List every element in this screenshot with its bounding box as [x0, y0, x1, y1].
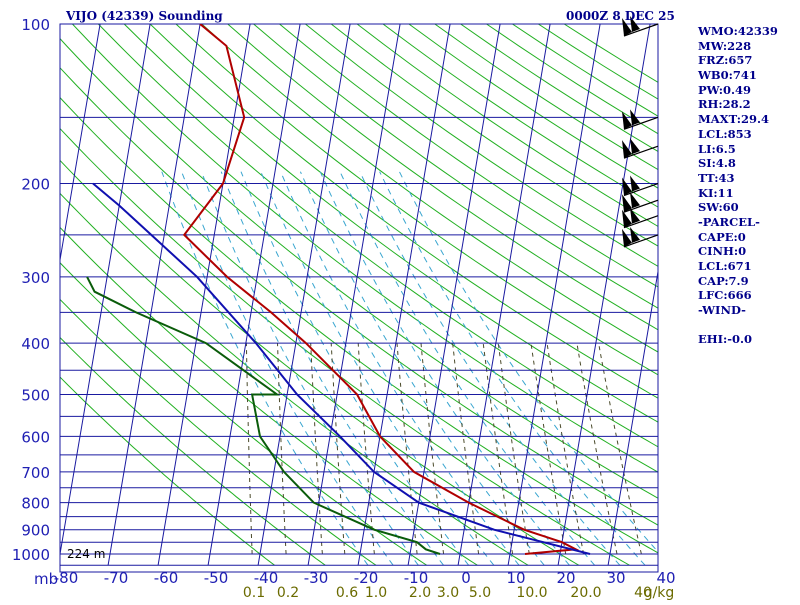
- index-item: CINH:0: [698, 244, 778, 259]
- pressure-tick-label: 800: [21, 495, 50, 513]
- wind-barb-7: [622, 227, 658, 247]
- index-item: MAXT:29.4: [698, 112, 778, 127]
- mixing-ratio-tick-label: 0.1: [243, 585, 265, 600]
- surface-height-label: 224 m: [67, 547, 105, 561]
- mixing-ratio-tick-label: 0.2: [277, 585, 299, 600]
- pressure-tick-label: 700: [21, 464, 50, 482]
- pressure-tick-label: 200: [21, 176, 50, 194]
- index-item: CAPE:0: [698, 230, 778, 245]
- mixing-ratio-tick-label: g/kg: [644, 585, 675, 600]
- index-item: SI:4.8: [698, 156, 778, 171]
- pressure-tick-label: 1000: [12, 546, 50, 564]
- sounding-time: 0000Z 8 DEC 25: [566, 9, 675, 23]
- pressure-tick-label: 400: [21, 335, 50, 353]
- temperature-tick-label: -60: [154, 569, 179, 587]
- temperature-tick-label: -30: [304, 569, 329, 587]
- index-item: MW:228: [698, 39, 778, 54]
- pressure-tick-label: 900: [21, 522, 50, 540]
- index-item: SW:60: [698, 200, 778, 215]
- index-item: TT:43: [698, 171, 778, 186]
- index-item: LCL:853: [698, 127, 778, 142]
- mixing-ratio-tick-label: 5.0: [469, 585, 491, 600]
- index-item: LFC:666: [698, 288, 778, 303]
- sounding-trace-2: [87, 277, 440, 554]
- mixing-ratio-tick-label: 20.0: [570, 585, 601, 600]
- index-item: EHI:-0.0: [698, 332, 778, 347]
- index-item: LI:6.5: [698, 142, 778, 157]
- mixing-ratio-tick-label: 3.0: [437, 585, 459, 600]
- temperature-tick-label: 30: [606, 569, 625, 587]
- wind-barb-4: [622, 176, 658, 196]
- index-item: FRZ:657: [698, 53, 778, 68]
- index-item: KI:11: [698, 186, 778, 201]
- index-item: PW:0.49: [698, 83, 778, 98]
- pressure-tick-label: 300: [21, 269, 50, 287]
- index-item: WB0:741: [698, 68, 778, 83]
- index-item: -PARCEL-: [698, 215, 778, 230]
- index-item: WMO:42339: [698, 24, 778, 39]
- wind-barb-2: [622, 109, 658, 129]
- index-item: RH:28.2: [698, 97, 778, 112]
- mixing-ratio-tick-label: 1.0: [365, 585, 387, 600]
- sounding-title: VIJO (42339) Sounding: [66, 9, 223, 23]
- index-item: LCL:671: [698, 259, 778, 274]
- mixing-ratio-tick-label: 10.0: [516, 585, 547, 600]
- pressure-tick-label: 600: [21, 428, 50, 446]
- wind-barb-5: [622, 192, 658, 212]
- mixing-ratio-tick-label: 2.0: [409, 585, 431, 600]
- pressure-tick-label: 100: [21, 16, 50, 34]
- pressure-tick-label: 500: [21, 387, 50, 405]
- index-item: [698, 318, 778, 333]
- mixing-ratio-tick-label: 0.6: [336, 585, 358, 600]
- index-item: CAP:7.9: [698, 274, 778, 289]
- temperature-tick-label: -50: [204, 569, 229, 587]
- temperature-tick-label: -80: [54, 569, 79, 587]
- index-item: -WIND-: [698, 303, 778, 318]
- temperature-tick-label: -70: [104, 569, 129, 587]
